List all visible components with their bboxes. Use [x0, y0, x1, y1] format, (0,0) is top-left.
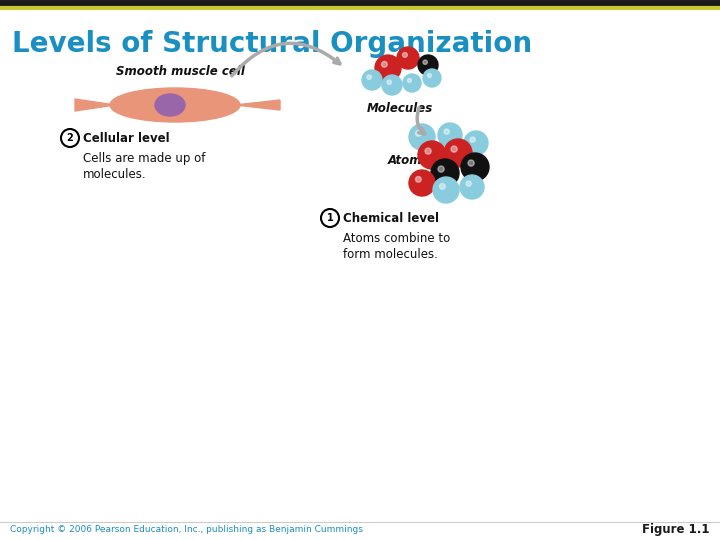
Circle shape — [439, 184, 445, 189]
Circle shape — [367, 75, 372, 79]
Circle shape — [460, 175, 484, 199]
Circle shape — [428, 73, 431, 77]
Circle shape — [444, 139, 472, 167]
Polygon shape — [235, 100, 280, 110]
Circle shape — [61, 129, 79, 147]
Circle shape — [415, 131, 421, 136]
Text: Atoms: Atoms — [388, 153, 430, 166]
Circle shape — [382, 75, 402, 95]
Circle shape — [431, 159, 459, 187]
Circle shape — [470, 137, 475, 142]
Circle shape — [402, 52, 408, 57]
Circle shape — [409, 124, 435, 150]
Text: Copyright © 2006 Pearson Education, Inc., publishing as Benjamin Cummings: Copyright © 2006 Pearson Education, Inc.… — [10, 525, 363, 535]
Circle shape — [403, 74, 421, 92]
Circle shape — [423, 69, 441, 87]
Circle shape — [418, 141, 446, 169]
Circle shape — [382, 62, 387, 67]
Circle shape — [461, 153, 489, 181]
Polygon shape — [75, 99, 115, 111]
Circle shape — [409, 170, 435, 196]
Circle shape — [397, 47, 419, 69]
Ellipse shape — [155, 94, 185, 116]
Circle shape — [438, 166, 444, 172]
Circle shape — [425, 148, 431, 154]
Circle shape — [387, 80, 392, 84]
Text: 2: 2 — [67, 133, 73, 143]
Text: Cells are made up of
molecules.: Cells are made up of molecules. — [83, 152, 205, 181]
Circle shape — [468, 160, 474, 166]
Circle shape — [464, 131, 488, 155]
Circle shape — [415, 177, 421, 182]
Circle shape — [321, 209, 339, 227]
Circle shape — [438, 123, 462, 147]
Text: Levels of Structural Organization: Levels of Structural Organization — [12, 30, 532, 58]
Text: Cellular level: Cellular level — [83, 132, 170, 145]
Circle shape — [423, 60, 428, 64]
Circle shape — [408, 78, 411, 83]
Text: Molecules: Molecules — [367, 102, 433, 115]
Text: Smooth muscle cell: Smooth muscle cell — [116, 65, 244, 78]
Circle shape — [466, 181, 472, 186]
Circle shape — [375, 55, 401, 81]
Circle shape — [433, 177, 459, 203]
Ellipse shape — [110, 88, 240, 122]
Circle shape — [444, 129, 449, 134]
Circle shape — [362, 70, 382, 90]
Text: Atoms combine to
form molecules.: Atoms combine to form molecules. — [343, 232, 450, 261]
Circle shape — [451, 146, 457, 152]
Text: 1: 1 — [327, 213, 333, 223]
Circle shape — [418, 55, 438, 75]
Text: Chemical level: Chemical level — [343, 212, 439, 225]
Text: Figure 1.1: Figure 1.1 — [642, 523, 710, 537]
